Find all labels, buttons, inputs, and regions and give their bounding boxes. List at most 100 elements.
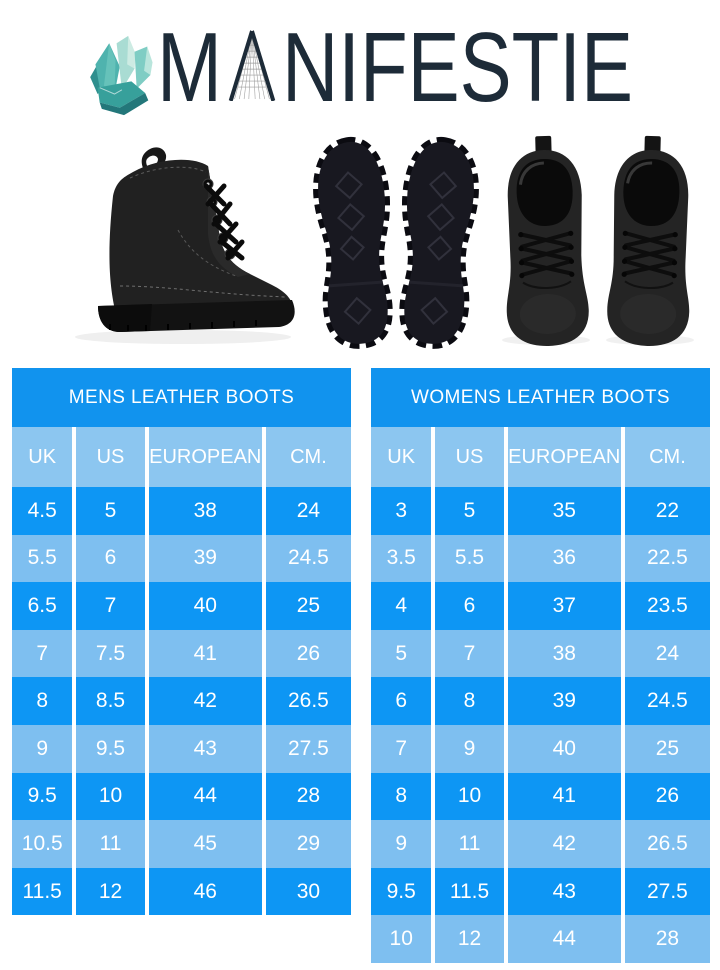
table-cell: 44 <box>149 772 266 821</box>
table-cell: 38 <box>508 629 625 678</box>
table-row: 7 9 40 25 <box>371 724 710 773</box>
table-row: 6.5 7 40 25 <box>12 582 351 630</box>
table-cell: 11 <box>435 820 508 868</box>
table-cell: 40 <box>508 724 625 773</box>
table-cell: 43 <box>149 724 266 773</box>
table-cell: 5 <box>435 487 508 535</box>
table-row: 8 10 41 26 <box>371 772 710 821</box>
womens-size-table: WOMENS LEATHER BOOTS UK US EUROPEAN CM. 3 5 35… <box>371 368 710 963</box>
table-cell: 8 <box>12 677 77 725</box>
table-cell: 44 <box>508 915 625 963</box>
table-cell: 10 <box>435 772 508 821</box>
table-cell: 25 <box>296 593 321 617</box>
table-row: 10.5 11 45 29 <box>12 820 351 868</box>
boot-soles-view-image <box>313 137 479 349</box>
table-cell: 24.5 <box>287 546 329 570</box>
table-row: 10 12 44 28 <box>371 915 710 963</box>
table-row: 11.5 12 46 30 <box>12 867 351 916</box>
table-cell: 28 <box>296 784 321 808</box>
table-row: 8 8.5 42 26.5 <box>12 677 351 725</box>
table-cell: 35 <box>508 487 625 535</box>
table-cell: 24 <box>296 498 321 522</box>
boots-pair-top-view-image <box>502 135 694 346</box>
table-cell: 36 <box>508 534 625 583</box>
table-cell: 3.5 <box>371 534 436 583</box>
table-row: 5 7 38 24 <box>371 629 710 678</box>
table-cell: 11.5 <box>12 867 77 916</box>
table-cell: 6 <box>371 677 436 725</box>
table-cell: 12 <box>435 915 508 963</box>
table-cell: 37 <box>508 582 625 630</box>
column-header: EUROPEAN <box>149 427 266 487</box>
table-cell: 10.5 <box>12 820 77 868</box>
table-cell: 10 <box>76 772 149 821</box>
table-cell: 26 <box>655 784 680 808</box>
table-cell: 7 <box>371 724 436 773</box>
table-cell: 22 <box>655 498 680 522</box>
table-cell: 43 <box>508 867 625 916</box>
table-cell: 8 <box>371 772 436 821</box>
table-cell: 27.5 <box>287 736 329 760</box>
table-cell: 28 <box>655 927 680 951</box>
table-row: 9 9.5 43 27.5 <box>12 724 351 773</box>
table-cell: 6 <box>435 582 508 630</box>
table-cell: 6 <box>76 534 149 583</box>
table-cell: 9.5 <box>76 724 149 773</box>
table-cell: 8 <box>435 677 508 725</box>
column-header: CM. <box>290 445 327 468</box>
table-cell: 23.5 <box>646 593 688 617</box>
table-row: 5.5 6 39 24.5 <box>12 534 351 583</box>
table-cell: 11 <box>76 820 149 868</box>
table-cell: 26 <box>296 641 321 665</box>
size-tables: MENS LEATHER BOOTS UK US EUROPEAN CM. 4.5 5 38… <box>12 368 710 963</box>
table-cell: 9 <box>435 724 508 773</box>
column-header-row: UK US EUROPEAN CM. <box>12 427 351 487</box>
brand-letters-rest: NIFESTIE <box>281 11 634 123</box>
table-cell: 38 <box>149 487 266 535</box>
table-cell: 39 <box>149 534 266 583</box>
table-cell: 30 <box>296 879 321 903</box>
table-cell: 5.5 <box>12 534 77 583</box>
column-header: US <box>76 427 149 487</box>
table-cell: 42 <box>149 677 266 725</box>
table-cell: 25 <box>655 736 680 760</box>
table-title: MENS LEATHER BOOTS <box>12 368 351 427</box>
column-header: UK <box>12 427 77 487</box>
table-row: 3 5 35 22 <box>371 487 710 535</box>
table-cell: 29 <box>296 831 321 855</box>
table-cell: 4 <box>371 582 436 630</box>
table-cell: 4.5 <box>12 487 77 535</box>
table-cell: 24.5 <box>646 689 688 713</box>
table-row: 4.5 5 38 24 <box>12 487 351 535</box>
table-row: 9.5 10 44 28 <box>12 772 351 821</box>
table-cell: 41 <box>508 772 625 821</box>
mens-size-table: MENS LEATHER BOOTS UK US EUROPEAN CM. 4.5 5 38… <box>12 368 351 963</box>
boot-side-view-image <box>75 147 295 344</box>
table-row: 4 6 37 23.5 <box>371 582 710 630</box>
table-cell: 27.5 <box>646 879 688 903</box>
brand-header: M NIFESTIE <box>0 4 720 130</box>
table-row: 9 11 42 26.5 <box>371 820 710 868</box>
table-cell: 9 <box>12 724 77 773</box>
table-cell: 12 <box>76 867 149 916</box>
table-title: WOMENS LEATHER BOOTS <box>371 368 710 427</box>
table-cell: 5 <box>371 629 436 678</box>
table-cell: 22.5 <box>646 546 688 570</box>
table-cell: 46 <box>149 867 266 916</box>
table-cell: 26.5 <box>287 689 329 713</box>
brand-letter-m: M <box>156 11 222 123</box>
table-cell: 39 <box>508 677 625 725</box>
table-cell: 26.5 <box>646 831 688 855</box>
table-cell: 41 <box>149 629 266 678</box>
table-cell: 10 <box>371 915 436 963</box>
table-row: 7 7.5 41 26 <box>12 629 351 678</box>
column-header: US <box>435 427 508 487</box>
brand-wordmark: M NIFESTIE <box>157 18 633 116</box>
table-cell: 45 <box>149 820 266 868</box>
table-cell: 7.5 <box>76 629 149 678</box>
table-cell: 40 <box>149 582 266 630</box>
column-header: CM. <box>649 445 686 468</box>
column-header: UK <box>371 427 436 487</box>
table-row: 3.5 5.5 36 22.5 <box>371 534 710 583</box>
